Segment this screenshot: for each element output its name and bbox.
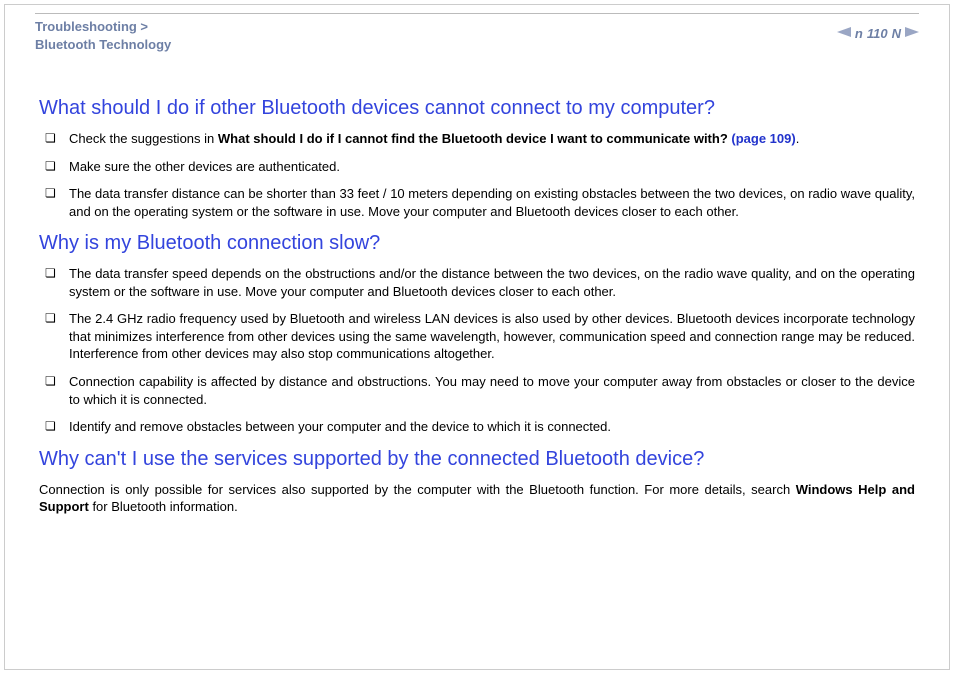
section-heading-1: What should I do if other Bluetooth devi…	[39, 97, 915, 120]
section-heading-2: Why is my Bluetooth connection slow?	[39, 232, 915, 255]
text-segment: Check the suggestions in	[69, 131, 218, 146]
prev-page-icon[interactable]	[837, 24, 851, 42]
content-area: What should I do if other Bluetooth devi…	[35, 97, 919, 516]
next-page-icon[interactable]	[905, 24, 919, 42]
section-heading-3: Why can't I use the services supported b…	[39, 448, 915, 471]
page-header: Troubleshooting > Bluetooth Technology n…	[35, 13, 919, 53]
breadcrumb-line1: Troubleshooting >	[35, 19, 148, 34]
text-segment-bold: What should I do if I cannot find the Bl…	[218, 131, 732, 146]
list-item: The 2.4 GHz radio frequency used by Blue…	[39, 310, 915, 363]
page-number-prefix: n	[855, 26, 863, 41]
list-item: Check the suggestions in What should I d…	[39, 130, 915, 148]
page-number-suffix: N	[892, 26, 901, 41]
page-link[interactable]: (page 109)	[731, 131, 795, 146]
list-item: Connection capability is affected by dis…	[39, 373, 915, 408]
list-item: Make sure the other devices are authenti…	[39, 158, 915, 176]
section-1-list: Check the suggestions in What should I d…	[39, 130, 915, 220]
section-3-paragraph: Connection is only possible for services…	[39, 481, 915, 516]
text-segment: Connection is only possible for services…	[39, 482, 796, 497]
page-number: 110	[867, 26, 888, 41]
list-item: Identify and remove obstacles between yo…	[39, 418, 915, 436]
section-2-list: The data transfer speed depends on the o…	[39, 265, 915, 435]
breadcrumb: Troubleshooting > Bluetooth Technology	[35, 18, 171, 53]
page-nav: n 110 N	[837, 24, 919, 42]
page-container: Troubleshooting > Bluetooth Technology n…	[4, 4, 950, 670]
text-segment: .	[796, 131, 800, 146]
text-segment: for Bluetooth information.	[89, 499, 238, 514]
list-item: The data transfer speed depends on the o…	[39, 265, 915, 300]
list-item: The data transfer distance can be shorte…	[39, 185, 915, 220]
breadcrumb-line2: Bluetooth Technology	[35, 37, 171, 52]
